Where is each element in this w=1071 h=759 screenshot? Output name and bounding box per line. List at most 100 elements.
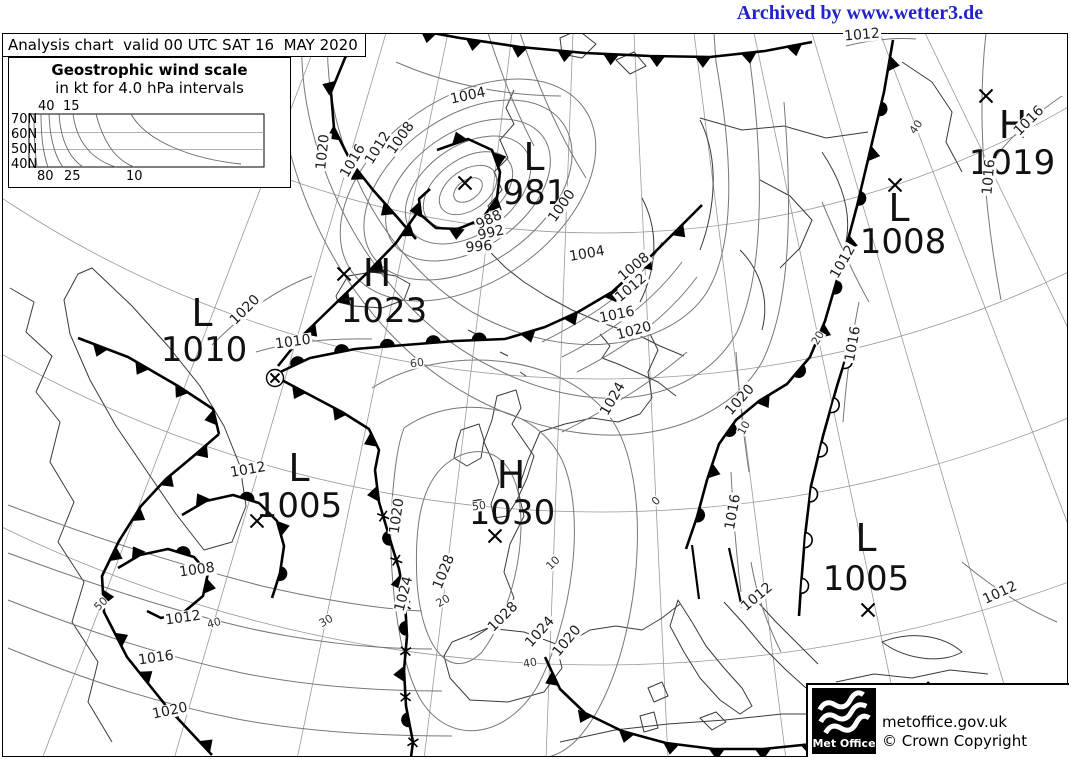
cold-front-symbol — [577, 709, 593, 723]
wind-scale-curves — [33, 113, 242, 168]
front-trough-1 — [690, 544, 701, 600]
wind-scale-top-15: 15 — [63, 99, 80, 114]
warm-front-symbol — [695, 507, 705, 523]
cold-front-symbol — [204, 409, 217, 426]
archive-banner: Archived by www.wetter3.de — [736, 2, 984, 24]
pressure-center-cross-icon — [249, 513, 265, 529]
warm-front-symbol — [239, 491, 255, 502]
warm-front-symbol — [425, 335, 441, 344]
wind-scale-subtitle: in kt for 4.0 hPa intervals — [55, 79, 244, 97]
met-office-logo: Met Office — [812, 688, 876, 754]
cold-front-symbol — [322, 80, 336, 96]
wind-scale-lat-40n: 40N — [11, 157, 38, 172]
frontolysis-warm-symbol — [799, 577, 810, 595]
cold-front-symbol — [671, 223, 686, 238]
map-border — [2, 33, 1068, 757]
cold-front-symbol — [649, 55, 666, 68]
cold-front-symbol — [488, 197, 502, 211]
met-office-waves-icon — [817, 690, 871, 735]
frontolysis-cross-icon — [399, 646, 412, 657]
warm-front-symbol — [379, 338, 395, 348]
cold-front-symbol — [545, 671, 559, 686]
warm-front-symbol — [382, 531, 392, 546]
cold-front-symbol — [199, 739, 213, 753]
cold-front-symbol — [448, 228, 465, 240]
warm-front-symbol — [334, 344, 350, 354]
cold-front-symbol — [740, 51, 757, 64]
frontolysis-cross-icon — [399, 692, 412, 702]
cold-front-symbol — [380, 202, 395, 216]
cold-front-symbol — [114, 632, 129, 648]
warm-front-symbol — [175, 546, 191, 556]
warm-front-symbol — [878, 101, 888, 117]
front-small-occlusion — [181, 493, 286, 599]
wind-scale-lat-60n: 60N — [11, 127, 38, 142]
warm-front-symbol — [290, 356, 305, 367]
cold-front-symbol — [754, 749, 771, 756]
cold-front-symbol — [520, 329, 536, 343]
cold-front-symbol — [175, 384, 189, 398]
cold-front-symbol — [695, 56, 712, 68]
wind-scale-lat-50n: 50N — [11, 142, 38, 157]
cold-front-symbol — [393, 666, 405, 683]
frontolysis-cross-icon — [376, 510, 390, 522]
cold-front-symbol — [194, 444, 209, 459]
pressure-center-cross-icon — [487, 528, 503, 544]
pressure-center-cross-icon — [860, 602, 876, 618]
pressure-center-cross-icon — [887, 177, 903, 193]
frontolysis-cross-icon — [390, 554, 403, 566]
warm-front-symbol — [471, 332, 487, 341]
wind-scale-bottom-80: 80 — [37, 169, 54, 184]
cold-front-symbol — [867, 145, 881, 162]
warm-front-symbol — [857, 190, 867, 206]
wind-scale-bottom-10: 10 — [126, 169, 143, 184]
cold-front-symbol — [203, 578, 216, 594]
frontolysis-warm-symbol — [808, 485, 819, 503]
cold-front-symbol — [369, 258, 384, 273]
cold-front-symbol — [364, 432, 378, 447]
pressure-center-cross-icon — [336, 266, 352, 282]
cold-front-symbol — [195, 493, 210, 507]
cold-front-symbol — [492, 152, 506, 168]
cold-front-symbol — [563, 312, 578, 326]
cold-front-symbol — [618, 730, 635, 743]
frontolysis-warm-symbol — [803, 531, 813, 549]
wind-scale-bottom-25: 25 — [64, 169, 81, 184]
front-biscay-cold — [277, 376, 381, 471]
wind-scale-top-40: 40 — [38, 99, 55, 114]
cold-front-symbol — [336, 291, 351, 305]
cold-front-symbol — [603, 53, 620, 66]
wind-scale-lat-70n: 70N — [11, 112, 38, 127]
credit-url: metoffice.gov.uk — [882, 713, 1008, 731]
cold-front-symbol — [367, 485, 379, 502]
warm-front-symbol — [399, 620, 407, 636]
cold-front-symbol — [131, 507, 146, 521]
credit-copyright: © Crown Copyright — [882, 732, 1028, 750]
cold-front-symbol — [708, 749, 725, 756]
warm-front-symbol — [724, 423, 737, 437]
cold-front-symbol — [420, 34, 437, 44]
cold-front-symbol — [400, 223, 415, 237]
cold-front-symbol — [786, 43, 803, 57]
frontolysis-warm-symbol — [828, 396, 840, 414]
cold-front-symbol — [276, 520, 290, 537]
credit-box: Met Office metoffice.gov.uk © Crown Copy… — [806, 683, 1069, 757]
pressure-center-cross-icon — [978, 88, 994, 104]
warm-front-symbol — [401, 712, 411, 728]
geostrophic-wind-scale: Geostrophic wind scale in kt for 4.0 hPa… — [8, 57, 291, 188]
cold-front-symbol — [109, 546, 123, 562]
front-scandinavian-cold — [504, 204, 703, 341]
frontolysis-warm-symbol — [817, 441, 829, 458]
cold-front-symbol — [756, 394, 770, 409]
cold-front-symbol — [557, 50, 574, 63]
cold-front-symbol — [452, 131, 468, 145]
chart-title-box: Analysis chart valid 00 UTC SAT 16 MAY 2… — [2, 33, 366, 57]
wind-scale-title: Geostrophic wind scale — [51, 61, 248, 79]
cold-front-symbol — [292, 385, 307, 400]
cold-front-symbol — [332, 407, 347, 421]
warm-front-symbol — [832, 279, 843, 295]
frontolysis-cross-icon — [407, 737, 419, 748]
cold-front-symbol — [135, 361, 150, 375]
cold-front-symbol — [887, 55, 900, 72]
